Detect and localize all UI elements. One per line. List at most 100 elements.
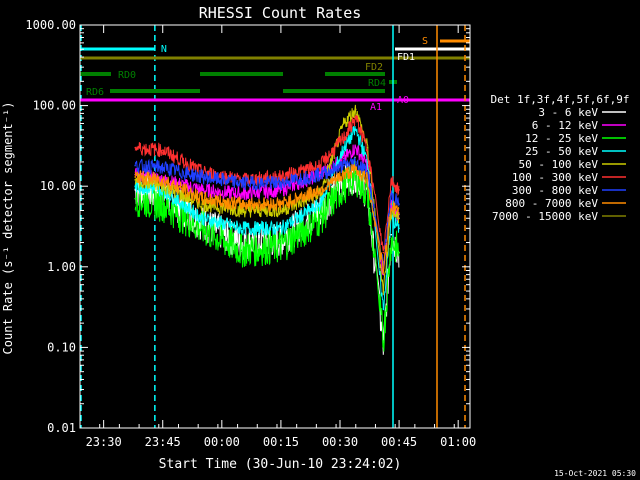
plot-frame [79,24,471,429]
data-point [390,238,393,241]
flag-label-rd0: RD0 [118,70,136,81]
data-point [240,203,243,205]
flag-label-s: S [422,36,428,47]
data-point [366,149,369,151]
flag-label-fd2: FD2 [365,62,383,73]
data-point [343,173,345,176]
data-point [201,227,203,230]
data-point [161,149,164,151]
data-point [366,193,369,195]
data-point [280,176,282,178]
data-point [240,227,243,230]
data-point [354,176,357,178]
y-tick-label: 10.00 [40,179,76,193]
x-tick-label: 00:15 [263,435,299,449]
data-point [319,173,322,176]
data-point [354,146,357,149]
axes-layer: 0.01 0.10 1.00 10.00 100.00 1000.00 23:30 23:45… [25,18,476,449]
data-point [280,245,282,248]
data-point [382,290,385,292]
data-point [161,179,164,181]
flag-label-n: N [161,44,167,55]
series-line-1 [134,144,400,275]
flag-label-a1: A1 [370,102,382,113]
legend-entry-label: 100 - 300 keV [512,171,598,184]
y-tick-label: 1.00 [47,260,76,274]
data-point [201,189,203,191]
y-tick-label: 0.10 [47,340,76,354]
data-point [240,182,243,184]
series-line-2 [134,160,400,352]
data-point [398,189,400,191]
series-line-3 [134,125,400,311]
data-point [134,164,136,167]
data-point [134,176,136,178]
data-point [343,122,345,125]
legend-entry-label: 3 - 6 keV [538,106,598,119]
data-point [390,203,393,205]
data-point [134,146,136,149]
data-point [280,227,282,230]
legend-entry-label: 300 - 800 keV [512,184,598,197]
series-layer [134,104,400,355]
data-point [382,308,385,310]
data-point [390,193,393,195]
y-tick-label: 0.01 [47,421,76,435]
data-point [390,233,393,236]
data-point [240,209,243,212]
data-point [319,217,322,220]
data-point [398,227,400,230]
flag-bars-layer: N FD2 FD1 S RD0 RD4 RD6 A1 A0 [80,25,470,428]
data-point [343,136,345,139]
x-tick-label: 01:00 [440,435,476,449]
chart-title: RHESSI Count Rates [199,4,362,22]
x-tick-label: 00:00 [204,435,240,449]
legend-entry-label: 6 - 12 keV [532,119,599,132]
series-line-7 [134,164,400,275]
data-point [161,203,164,205]
y-axis-label: Count Rate (s⁻¹ detector segment⁻¹) [1,102,15,355]
data-point [382,269,385,272]
data-point [398,203,400,205]
data-point [354,129,357,131]
flag-label-fd1: FD1 [397,52,415,63]
legend-entry-label: 25 - 50 keV [525,145,598,158]
data-point [280,182,282,184]
data-point [382,251,385,254]
data-point [398,251,400,254]
date-stamp: 15-Oct-2021 05:30 [554,469,636,478]
data-point [319,189,322,191]
x-axis-label: Start Time (30-Jun-10 23:24:02) [159,457,402,472]
data-point [366,179,369,181]
x-tick-label: 23:45 [145,435,181,449]
data-point [390,179,393,181]
data-point [343,185,345,187]
legend-entry-label: 12 - 25 keV [525,132,598,145]
x-tick-label: 00:45 [381,435,417,449]
data-point [382,340,385,342]
legend-entry-label: 800 - 7000 keV [505,197,598,210]
series-line-6 [134,156,400,269]
legend-entry-label: 50 - 100 keV [519,158,599,171]
data-point [280,203,282,205]
data-point [343,146,345,149]
y-tick-label: 100.00 [33,99,76,113]
data-point [354,161,357,163]
flag-label-rd6: RD6 [86,87,104,98]
data-point [354,117,357,119]
data-point [201,176,203,178]
data-point [134,185,136,187]
data-point [134,189,136,191]
data-point [398,217,400,220]
data-point [201,203,203,205]
data-point [201,197,203,200]
flag-label-rd4: RD4 [368,78,386,89]
data-point [134,179,136,181]
data-point [201,217,203,220]
data-point [319,164,322,167]
y-tick-label: 1000.00 [25,18,76,32]
data-point [240,249,243,252]
